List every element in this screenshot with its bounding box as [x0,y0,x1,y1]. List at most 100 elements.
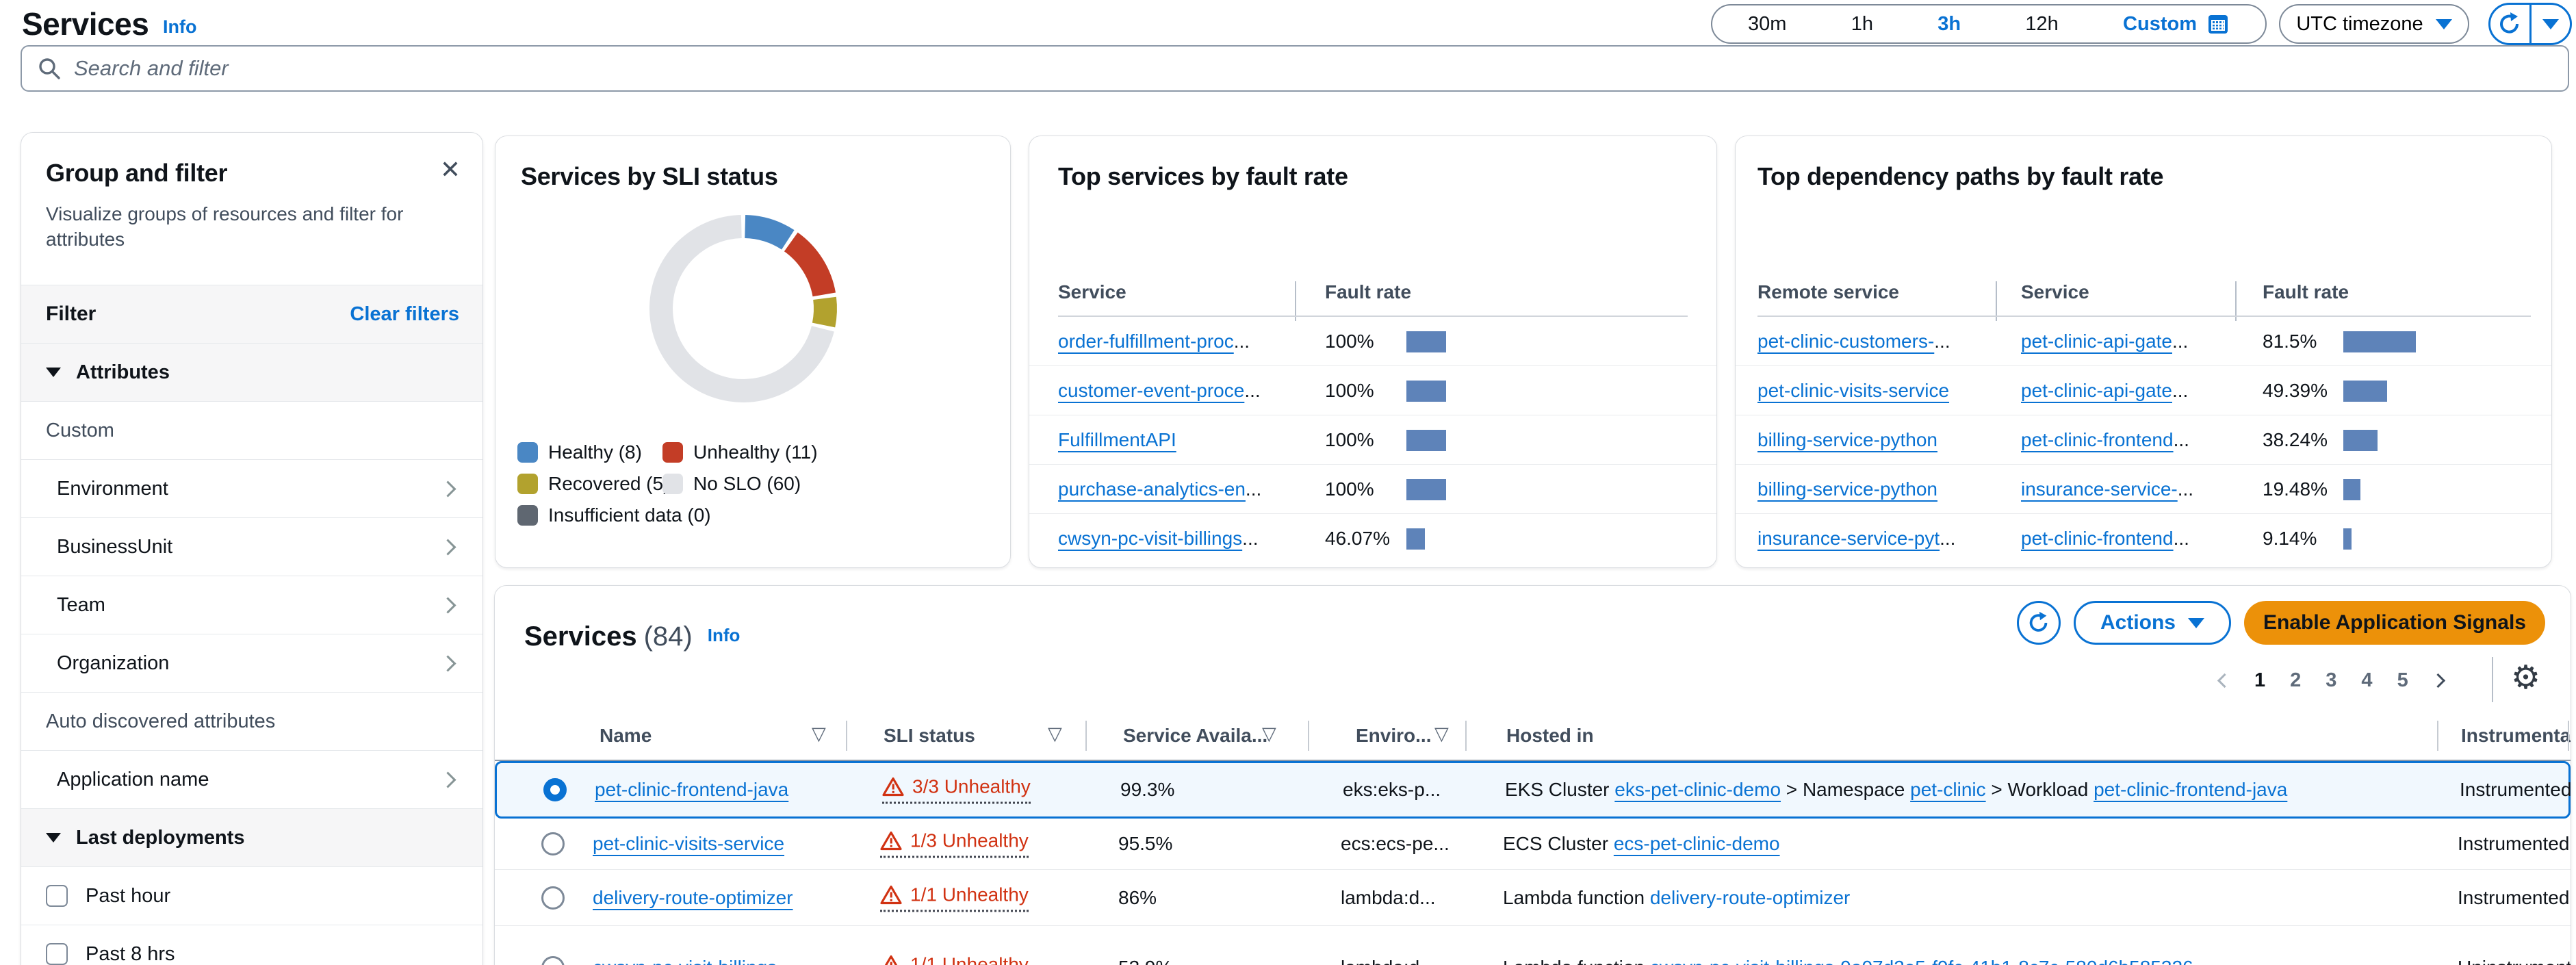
hosted-resource-link[interactable]: pet-clinic [1910,779,1986,800]
service-link[interactable]: insurance-service- [2021,478,2178,500]
filter-icon[interactable]: ▽ [1262,723,1276,744]
page-info-link[interactable]: Info [163,16,197,37]
sli-status-badge[interactable]: 3/3 Unhealthy [882,776,1031,804]
hosted-resource-link[interactable]: ecs-pet-clinic-demo [1613,833,1780,854]
hosted-text: > Namespace [1781,779,1911,800]
time-range-control[interactable]: 30m 1h 3h 12h Custom [1711,4,2267,44]
service-link[interactable]: pet-clinic-api-gate [2021,379,2172,401]
donut-slice-recovered[interactable] [812,296,837,328]
hosted-in-cell: ECS Cluster ecs-pet-clinic-demo [1503,833,1780,855]
table-info-link[interactable]: Info [707,625,740,645]
remote-service-link[interactable]: pet-clinic-customers- [1757,330,1935,352]
time-range-30m[interactable]: 30m [1748,13,1786,36]
sli-status-badge[interactable]: 1/1 Unhealthy [880,954,1029,965]
page-3[interactable]: 3 [2326,669,2337,691]
service: FulfillmentAPI [1058,429,1176,451]
page-2[interactable]: 2 [2290,669,2302,691]
time-range-12h[interactable]: 12h [2025,13,2058,36]
remote-service-link[interactable]: billing-service-python [1757,478,1938,500]
filter-icon[interactable]: ▽ [812,723,826,744]
instrumentation-cell: Instrumented [2458,833,2570,854]
service-link[interactable]: FulfillmentAPI [1058,428,1176,450]
row-radio[interactable] [541,832,565,855]
donut-slice-healthy[interactable] [745,215,795,250]
sidebar-section-last-deployments[interactable]: Last deployments [21,808,482,866]
row-radio[interactable] [541,956,565,965]
service-link[interactable]: purchase-analytics-en [1058,478,1246,500]
previous-page-icon[interactable] [2217,673,2232,688]
sli-status-badge[interactable]: 1/3 Unhealthy [880,830,1029,858]
sidebar-item-organization[interactable]: Organization [21,634,482,692]
refresh-split-button[interactable] [2488,3,2572,45]
service-link[interactable]: pet-clinic-frontend [2021,428,2174,450]
checkbox[interactable] [46,943,68,965]
checkbox[interactable] [46,885,68,907]
table-header-row: Name ▽ SLI status ▽ Service Availa... ▽ Enviro… [495,712,2571,761]
column-header-sli-status[interactable]: SLI status [884,725,975,746]
table-refresh-button[interactable] [2017,601,2061,645]
truncation-ellipsis: ... [2172,379,2189,401]
enable-application-signals-button[interactable]: Enable Application Signals [2244,601,2545,645]
service-link[interactable]: customer-event-proce [1058,379,1245,401]
time-range-custom[interactable]: Custom [2123,12,2230,36]
service-link[interactable]: cwsyn-pc-visit-billings [1058,528,1243,549]
remote-service-link[interactable]: insurance-service-pyt [1757,528,1940,549]
timezone-dropdown[interactable]: UTC timezone [2279,4,2469,44]
service-link[interactable]: pet-clinic-api-gate [2021,330,2172,352]
donut-slice-unhealthy[interactable] [784,232,836,297]
service-name-link[interactable]: pet-clinic-frontend-java [595,779,789,800]
dependency-path-row: insurance-service-pyt... pet-clinic-front… [1736,514,2551,563]
service-name-link[interactable]: delivery-route-optimizer [593,886,793,908]
column-divider [1465,721,1467,751]
sidebar-item-businessunit[interactable]: BusinessUnit [21,517,482,576]
next-page-icon[interactable] [2430,673,2445,688]
filter-label: Filter [46,303,96,325]
page-1[interactable]: 1 [2254,669,2266,691]
sidebar-item-environment[interactable]: Environment [21,459,482,517]
time-range-label: 12h [2025,12,2059,35]
time-range-1h[interactable]: 1h [1851,13,1873,36]
service-name-link[interactable]: cwsyn-pc-visit-billings [593,957,777,965]
sidebar-item-application-name[interactable]: Application name [21,750,482,808]
sidebar-section-attributes[interactable]: Attributes [21,343,482,401]
sidebar-item-team[interactable]: Team [21,576,482,634]
hosted-text: ECS Cluster [1503,833,1614,854]
clear-filters-link[interactable]: Clear filters [350,303,459,325]
service-link[interactable]: pet-clinic-frontend [2021,528,2174,549]
search-input[interactable] [74,56,2553,81]
close-icon[interactable]: ✕ [439,155,461,183]
sli-status-badge[interactable]: 1/1 Unhealthy [880,884,1029,912]
row-radio[interactable] [541,886,565,910]
dependency-path-row: billing-service-python pet-clinic-fronten… [1736,415,2551,465]
filter-icon[interactable]: ▽ [1434,723,1449,744]
column-header-hosted-in[interactable]: Hosted in [1506,725,1594,746]
column-header-instrumentation[interactable]: Instrumentation [2461,725,2571,746]
hosted-resource-link[interactable]: cwsyn-pc-visit-billings-9a07d2e5-f9fc-41… [1650,957,2193,965]
remote-service-link[interactable]: billing-service-python [1757,428,1938,450]
refresh-icon[interactable] [2490,5,2529,43]
column-header-enviro[interactable]: Enviro... [1356,725,1432,746]
row-radio[interactable] [543,778,567,801]
filter-icon[interactable]: ▽ [1048,723,1062,744]
time-range-3h[interactable]: 3h [1937,13,1961,36]
hosted-resource-link[interactable]: eks-pet-clinic-demo [1614,779,1781,800]
service-name-link[interactable]: pet-clinic-visits-service [593,833,785,854]
fault-rate-value: 100% [1325,330,1374,352]
column-header-service-availa[interactable]: Service Availa... [1123,725,1268,746]
remote-service-link[interactable]: pet-clinic-visits-service [1757,379,1950,401]
sli-status-cell: 1/1 Unhealthy [880,954,1029,965]
hosted-resource-link[interactable]: pet-clinic-frontend-java [2094,779,2288,800]
refresh-options-caret[interactable] [2532,5,2571,43]
column-header-name[interactable]: Name [600,725,652,746]
page-4[interactable]: 4 [2361,669,2373,691]
hosted-resource-link[interactable]: delivery-route-optimizer [1649,886,1851,908]
column-divider [2437,721,2438,751]
service-link[interactable]: order-fulfillment-proc [1058,330,1234,352]
legend-swatch [662,442,683,463]
chevron-right-icon [439,654,456,672]
name-cell: delivery-route-optimizer [593,887,793,909]
actions-button[interactable]: Actions [2074,601,2231,645]
page-5[interactable]: 5 [2397,669,2408,691]
gear-icon[interactable]: ⚙ [2511,660,2541,696]
column-fault-rate: Fault rate [2263,281,2349,303]
